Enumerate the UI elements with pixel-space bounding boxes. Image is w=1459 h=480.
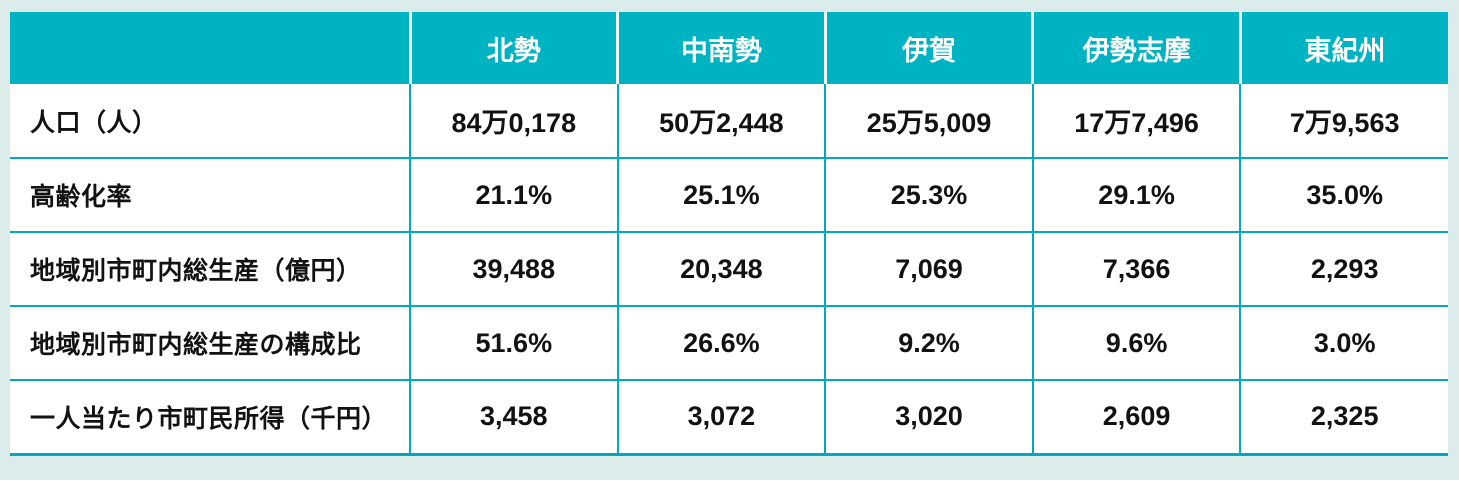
table-row-gross-product: 地域別市町内総生産（億円） 39,488 20,348 7,069 7,366 … <box>10 231 1448 306</box>
table-cell: 84万0,178 <box>409 84 618 158</box>
table-cell: 7万9,563 <box>1239 84 1448 158</box>
regional-statistics-table: 北勢 中南勢 伊賀 伊勢志摩 東紀州 人口（人） 84万0,178 50万2,4… <box>10 12 1448 456</box>
table-cell: 25.3% <box>824 157 1033 232</box>
row-label-aging-rate: 高齢化率 <box>10 157 410 232</box>
table-row-per-capita-income: 一人当たり市町民所得（千円） 3,458 3,072 3,020 2,609 2… <box>10 379 1448 456</box>
table-cell: 7,366 <box>1031 231 1241 306</box>
column-header-iseshima: 伊勢志摩 <box>1031 12 1241 84</box>
table-cell: 2,609 <box>1031 379 1241 456</box>
row-label-gross-product: 地域別市町内総生産（億円） <box>10 231 410 306</box>
table-cell: 25万5,009 <box>824 84 1033 158</box>
table-cell: 20,348 <box>616 231 826 306</box>
table-cell: 2,325 <box>1239 379 1448 456</box>
table-cell: 35.0% <box>1239 157 1448 232</box>
table-cell: 3,072 <box>616 379 826 456</box>
table-cell: 51.6% <box>409 305 618 380</box>
table-cell: 3,458 <box>409 379 618 456</box>
header-row: 北勢 中南勢 伊賀 伊勢志摩 東紀州 <box>10 12 1448 84</box>
table-cell: 7,069 <box>824 231 1033 306</box>
table-cell: 3,020 <box>824 379 1033 456</box>
table-cell: 9.2% <box>824 305 1033 380</box>
table-row-population: 人口（人） 84万0,178 50万2,448 25万5,009 17万7,49… <box>10 84 1448 158</box>
table-row-composition-ratio: 地域別市町内総生産の構成比 51.6% 26.6% 9.2% 9.6% 3.0% <box>10 305 1448 380</box>
table-cell: 25.1% <box>616 157 826 232</box>
table-cell: 3.0% <box>1239 305 1448 380</box>
table-cell: 21.1% <box>409 157 618 232</box>
column-header-iga: 伊賀 <box>823 12 1033 84</box>
table-row-aging-rate: 高齢化率 21.1% 25.1% 25.3% 29.1% 35.0% <box>10 157 1448 232</box>
table-cell: 26.6% <box>616 305 826 380</box>
row-label-composition-ratio: 地域別市町内総生産の構成比 <box>10 305 410 380</box>
table-cell: 50万2,448 <box>616 84 826 158</box>
column-header-hokusei: 北勢 <box>408 12 618 84</box>
table-cell: 17万7,496 <box>1031 84 1241 158</box>
table-cell: 29.1% <box>1031 157 1241 232</box>
table-cell: 2,293 <box>1239 231 1448 306</box>
corner-header-cell <box>10 12 410 84</box>
column-header-chunansei: 中南勢 <box>616 12 826 84</box>
row-label-population: 人口（人） <box>10 84 410 158</box>
table-cell: 9.6% <box>1031 305 1241 380</box>
row-label-per-capita-income: 一人当たり市町民所得（千円） <box>10 379 410 456</box>
table-cell: 39,488 <box>409 231 618 306</box>
column-header-higashikishu: 東紀州 <box>1238 12 1448 84</box>
